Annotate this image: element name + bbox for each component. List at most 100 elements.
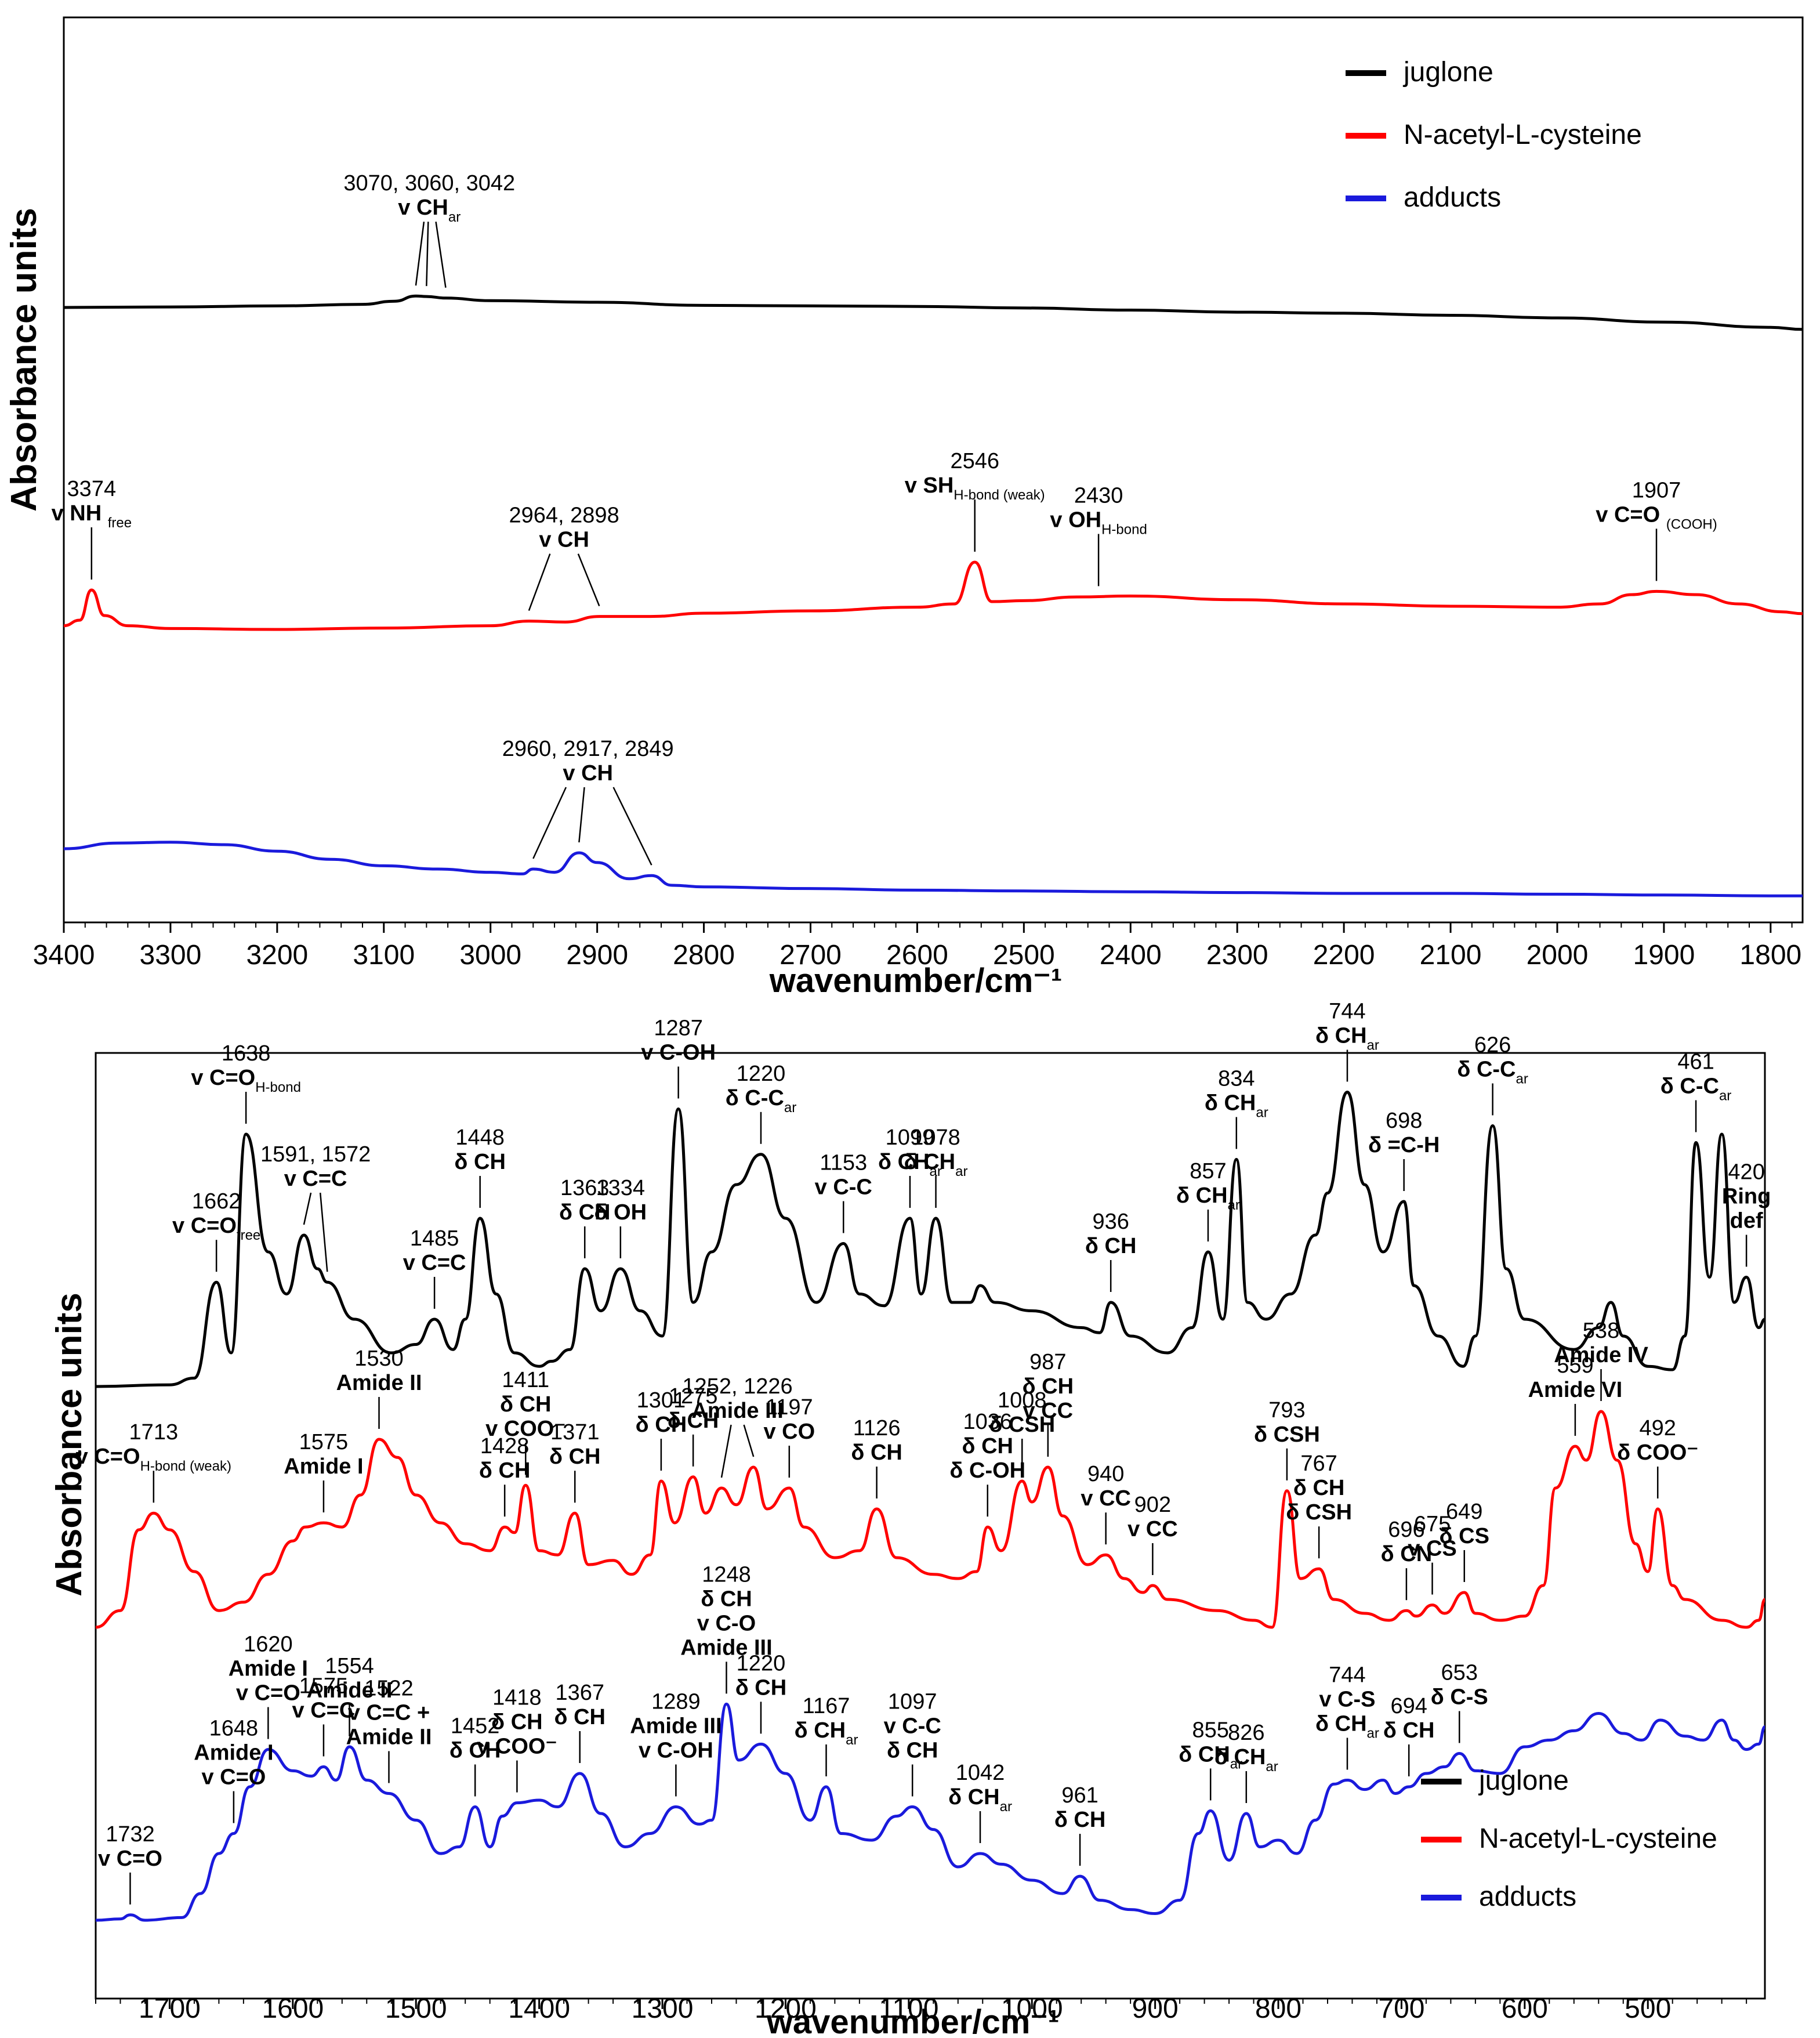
x-tick-label: 500 xyxy=(1625,1993,1671,2024)
x-axis-title: wavenumber/cm⁻¹ xyxy=(766,2003,1059,2038)
assignment-subscript: ar xyxy=(1719,1088,1731,1104)
peak-label: 1287 xyxy=(654,1016,703,1041)
plot-frame xyxy=(95,1052,1766,2000)
series-line-n-acetyl-l-cysteine xyxy=(95,1410,1767,1629)
band-assignment: δ CHar xyxy=(795,1718,858,1748)
x-axis-title: wavenumber/cm⁻¹ xyxy=(769,962,1062,1000)
band-assignment: v C-C xyxy=(815,1175,872,1200)
assignment-subscript: ar xyxy=(448,209,461,225)
band-assignment: v C-C xyxy=(884,1714,941,1739)
band-assignment: v CH xyxy=(563,761,613,785)
band-assignment: δ COO⁻ xyxy=(1617,1440,1698,1465)
peak-label: 1371 xyxy=(550,1420,600,1445)
band-assignment: v OHH-bond xyxy=(1050,508,1147,537)
legend-label: juglone xyxy=(1478,1765,1569,1796)
x-tick-label: 600 xyxy=(1502,1993,1548,2024)
peak-label: 1648 xyxy=(209,1717,259,1741)
band-assignment: v CC xyxy=(1127,1517,1178,1541)
x-tick-label: 1900 xyxy=(1633,940,1695,971)
band-assignment: δ CH xyxy=(887,1739,938,1763)
assignment-subscript: H-bond (weak) xyxy=(953,487,1045,503)
peak-label: 961 xyxy=(1061,1783,1098,1808)
legend-label: N-acetyl-L-cysteine xyxy=(1479,1823,1717,1854)
band-assignment: δ OH xyxy=(594,1200,647,1225)
peak-label: 744 xyxy=(1329,1000,1365,1024)
assignment-subscript: (COOH) xyxy=(1666,516,1717,532)
annotation-leader xyxy=(532,787,567,859)
band-assignment: Amide I xyxy=(284,1454,363,1479)
band-assignment: δ CH xyxy=(1023,1374,1074,1399)
band-assignment: δ CS xyxy=(1440,1524,1489,1548)
band-assignment: δ CH xyxy=(554,1705,606,1729)
peak-label: 3070, 3060, 3042 xyxy=(343,171,515,196)
x-tick-label: 3100 xyxy=(353,940,415,971)
annotation-leader xyxy=(415,222,425,286)
band-assignment: v CC xyxy=(1023,1399,1074,1423)
band-assignment: v C=OH-bond (weak) xyxy=(76,1445,231,1474)
peak-label: 1042 xyxy=(956,1761,1005,1785)
annotation-leader xyxy=(528,553,551,611)
x-tick-label: 2600 xyxy=(886,940,948,971)
peak-label: 538 xyxy=(1583,1319,1619,1343)
peak-label: 826 xyxy=(1228,1721,1264,1745)
x-tick-label: 1700 xyxy=(139,1993,201,2024)
x-tick-label: 3300 xyxy=(140,940,202,971)
band-assignment: Amide III xyxy=(691,1399,783,1423)
peak-label: 1448 xyxy=(455,1125,505,1150)
band-assignment: δ CHar xyxy=(1315,1024,1379,1054)
band-assignment: Amide III xyxy=(630,1714,722,1739)
peak-label: 936 xyxy=(1092,1210,1129,1234)
peak-label: 2546 xyxy=(950,449,999,473)
annotation-leader xyxy=(743,1424,755,1457)
peak-label: 1591, 1572 xyxy=(260,1142,371,1167)
band-assignment: δ CHar xyxy=(1214,1745,1278,1775)
x-tick-label: 1300 xyxy=(632,1993,694,2024)
band-assignment: δ CH xyxy=(962,1434,1014,1458)
peak-label: 675 xyxy=(1414,1512,1451,1537)
peak-label: 1411 xyxy=(502,1368,549,1392)
peak-label: 626 xyxy=(1474,1033,1511,1058)
x-tick-label: 3000 xyxy=(459,940,521,971)
assignment-subscript: ar xyxy=(1516,1072,1528,1087)
plot-frame xyxy=(63,16,1804,924)
peak-label: 694 xyxy=(1390,1694,1427,1718)
x-tick-label: 2800 xyxy=(673,940,735,971)
series-line-juglone xyxy=(95,1091,1765,1388)
band-assignment: δ CSH xyxy=(1254,1422,1320,1447)
assignment-subscript: ar xyxy=(1256,1105,1268,1121)
band-assignment: v CS xyxy=(1408,1537,1456,1561)
peak-label: 2960, 2917, 2849 xyxy=(502,737,674,761)
band-assignment: δ C-S xyxy=(1431,1685,1488,1710)
peak-label: 696 xyxy=(1388,1518,1424,1542)
peak-label: 1334 xyxy=(596,1176,646,1200)
assignment-subscript: free xyxy=(237,1228,260,1243)
band-assignment: Amide I xyxy=(229,1657,308,1681)
peak-label: 1097 xyxy=(888,1690,937,1714)
x-tick-label: 2000 xyxy=(1527,940,1589,971)
x-tick-label: 2300 xyxy=(1206,940,1268,971)
annotation-leader xyxy=(577,553,600,607)
band-assignment: δ C-Car xyxy=(726,1086,797,1116)
band-assignment: δ CSH xyxy=(989,1413,1055,1437)
band-assignment: δ CN xyxy=(1381,1542,1433,1566)
band-assignment: Amide II xyxy=(336,1371,422,1395)
band-assignment: δ CH xyxy=(479,1458,531,1483)
assignment-subscript: ar xyxy=(955,1164,967,1179)
peak-label: 3374 xyxy=(67,477,117,501)
annotation-leader xyxy=(319,1192,328,1272)
series-line-adducts xyxy=(95,1702,1766,1922)
band-assignment: δ CH xyxy=(1383,1718,1435,1743)
peak-label: 649 xyxy=(1446,1500,1482,1524)
peak-label: 1554 xyxy=(325,1654,374,1678)
peak-label: 559 xyxy=(1557,1353,1593,1378)
x-tick-label: 3400 xyxy=(33,940,95,971)
band-assignment: δ CH xyxy=(636,1413,687,1437)
band-assignment: v C=OH-bond xyxy=(191,1066,301,1095)
legend-label: N-acetyl-L-cysteine xyxy=(1404,120,1642,150)
peak-label: 1732 xyxy=(106,1822,155,1847)
peak-label: 1620 xyxy=(244,1632,293,1657)
band-assignment: Amide III xyxy=(680,1635,772,1660)
band-assignment: v SHH-bond (weak) xyxy=(905,473,1045,503)
top-panel: Absorbance units 3400 3300 3200 3100 3000 2900… xyxy=(4,16,1804,1000)
assignment-subscript: free xyxy=(108,515,132,531)
